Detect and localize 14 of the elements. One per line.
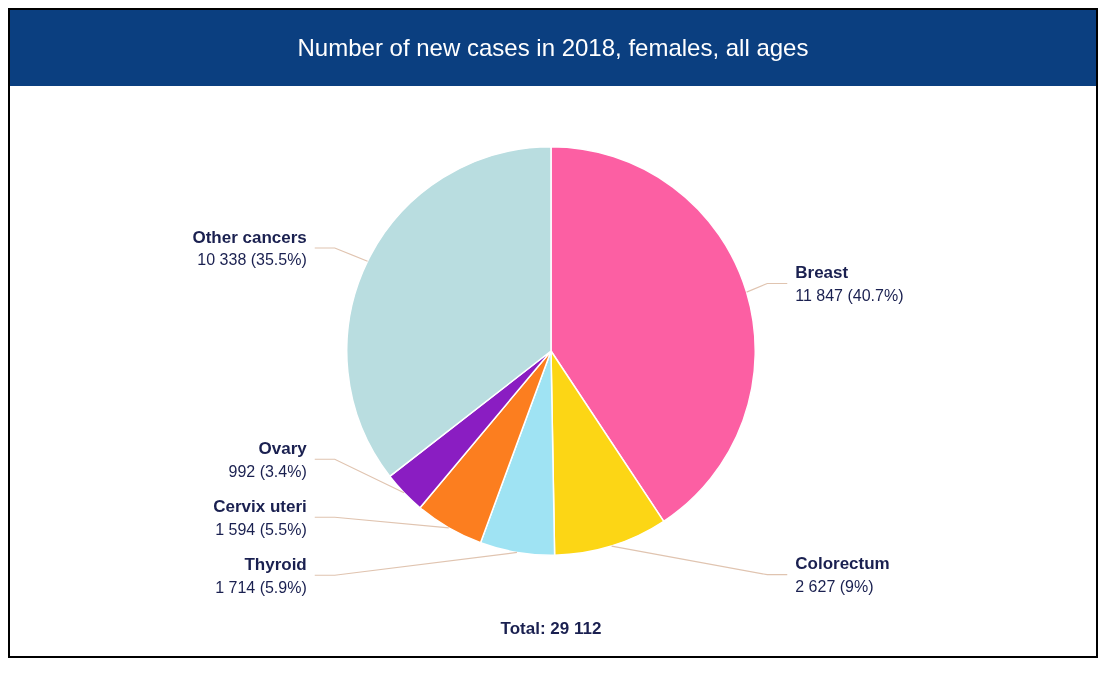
data-label: 1 594 (5.5%) [215,520,307,538]
data-label: 1 714 (5.9%) [215,578,307,596]
data-label: 992 (3.4%) [228,462,307,480]
slice-label: Colorectum [795,554,890,574]
chart-title: Number of new cases in 2018, females, all ages [10,10,1096,86]
data-label: 2 627 (9%) [795,578,874,596]
slice-label: Thyroid [244,554,307,574]
slice-label: Ovary [258,438,308,458]
slice-label: Cervix uteri [213,496,307,516]
data-label: 10 338 (35.5%) [197,251,307,269]
text: Total: 29 112 [500,619,602,638]
slice-label: Other cancers [192,227,307,247]
slice-label: Breast [795,263,849,283]
data-label: 11 847 (40.7%) [795,286,904,304]
